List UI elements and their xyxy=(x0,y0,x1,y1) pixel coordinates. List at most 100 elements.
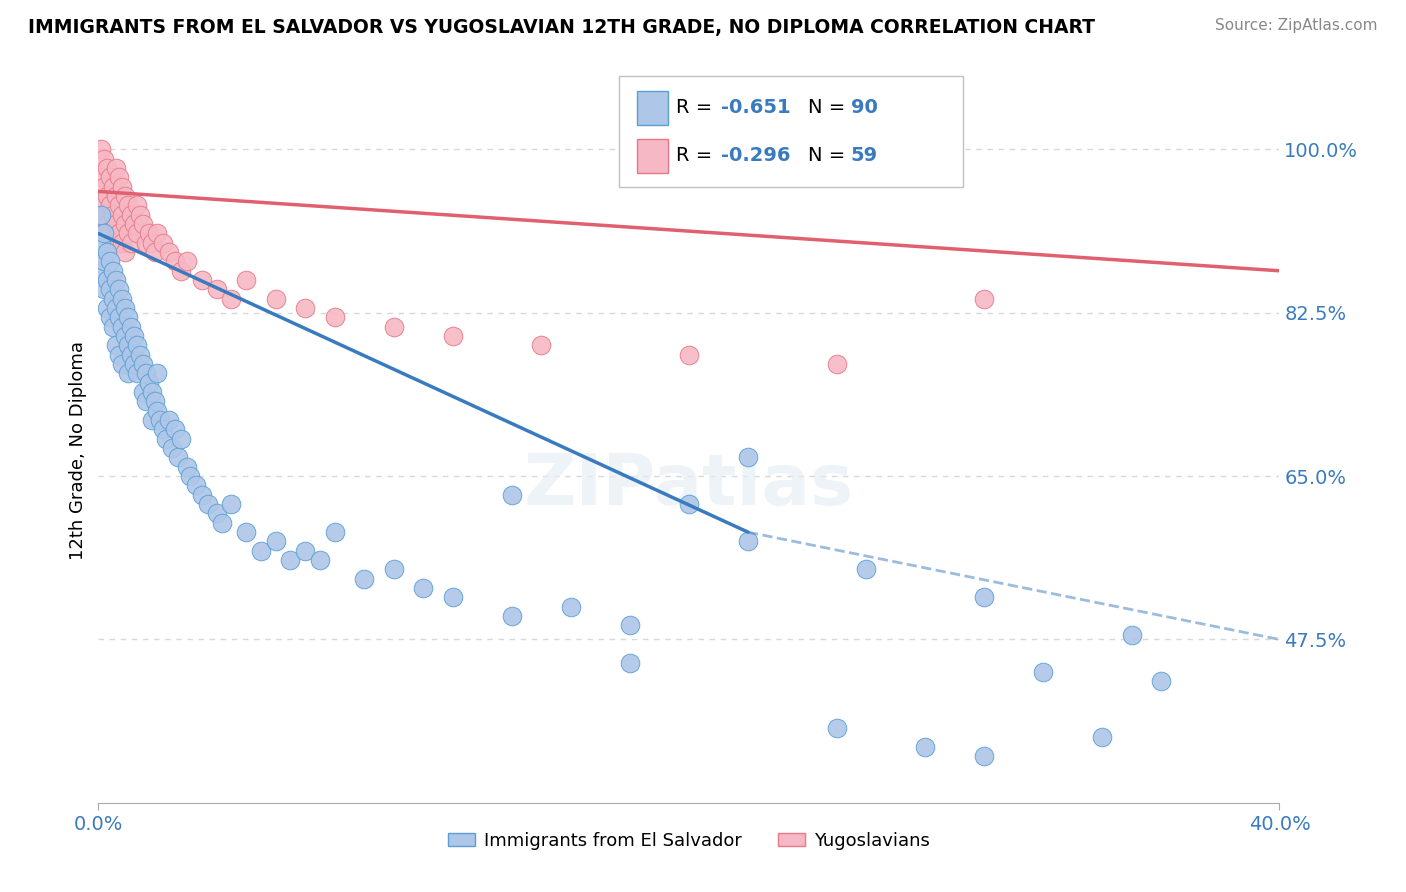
Point xyxy=(825,721,848,735)
Point xyxy=(132,217,155,231)
Point xyxy=(111,208,134,222)
Point xyxy=(117,198,139,212)
Point xyxy=(197,497,219,511)
Point xyxy=(678,497,700,511)
Point xyxy=(152,422,174,436)
Point xyxy=(825,357,848,371)
Point xyxy=(103,264,125,278)
Text: 90: 90 xyxy=(851,98,877,117)
Point xyxy=(1032,665,1054,680)
Point xyxy=(157,413,180,427)
Point xyxy=(108,170,131,185)
Point xyxy=(90,143,112,157)
Text: R =: R = xyxy=(676,98,718,117)
Point xyxy=(90,170,112,185)
Point xyxy=(737,450,759,465)
Point xyxy=(103,235,125,250)
Point xyxy=(103,179,125,194)
Point xyxy=(441,329,464,343)
Point xyxy=(93,208,115,222)
Point xyxy=(264,534,287,549)
Point xyxy=(165,422,187,436)
Point xyxy=(90,264,112,278)
Point xyxy=(120,235,142,250)
Point xyxy=(678,348,700,362)
Point xyxy=(108,283,131,297)
Point xyxy=(105,217,128,231)
Point xyxy=(250,543,273,558)
Point xyxy=(1150,674,1173,689)
Point xyxy=(96,217,118,231)
Point xyxy=(191,488,214,502)
Point xyxy=(441,591,464,605)
Point xyxy=(205,507,228,521)
Point xyxy=(165,254,187,268)
Point xyxy=(191,273,214,287)
Point xyxy=(323,525,346,540)
Point xyxy=(103,208,125,222)
Point xyxy=(117,338,139,352)
Point xyxy=(1121,628,1143,642)
Text: -0.296: -0.296 xyxy=(721,146,790,165)
Point xyxy=(353,572,375,586)
Point xyxy=(111,319,134,334)
Point xyxy=(93,283,115,297)
Point xyxy=(973,292,995,306)
Point xyxy=(176,254,198,268)
Point xyxy=(114,189,136,203)
Point xyxy=(122,217,145,231)
Point xyxy=(973,591,995,605)
Point xyxy=(1091,731,1114,745)
Point xyxy=(120,208,142,222)
Text: IMMIGRANTS FROM EL SALVADOR VS YUGOSLAVIAN 12TH GRADE, NO DIPLOMA CORRELATION CH: IMMIGRANTS FROM EL SALVADOR VS YUGOSLAVI… xyxy=(28,18,1095,37)
Point xyxy=(120,348,142,362)
Point xyxy=(111,179,134,194)
Point xyxy=(93,227,115,241)
Point xyxy=(560,599,582,614)
Point xyxy=(211,516,233,530)
Point xyxy=(93,254,115,268)
Point xyxy=(96,273,118,287)
Point xyxy=(264,292,287,306)
Point xyxy=(96,245,118,260)
Point xyxy=(96,189,118,203)
Point xyxy=(125,338,148,352)
Point xyxy=(221,497,243,511)
Point xyxy=(128,208,150,222)
Point xyxy=(141,413,163,427)
Point xyxy=(111,357,134,371)
Point xyxy=(98,283,121,297)
Point xyxy=(149,413,172,427)
Point xyxy=(530,338,553,352)
Point xyxy=(114,245,136,260)
Point xyxy=(117,310,139,325)
Point xyxy=(973,749,995,764)
Point xyxy=(619,618,641,632)
Point xyxy=(382,319,405,334)
Text: 59: 59 xyxy=(851,146,877,165)
Point xyxy=(167,450,190,465)
Point xyxy=(155,432,177,446)
Point xyxy=(111,292,134,306)
Point xyxy=(205,283,228,297)
Point xyxy=(280,553,302,567)
Point xyxy=(125,367,148,381)
Point xyxy=(235,525,257,540)
Point xyxy=(120,319,142,334)
Point xyxy=(105,273,128,287)
Y-axis label: 12th Grade, No Diploma: 12th Grade, No Diploma xyxy=(69,341,87,560)
Point xyxy=(737,534,759,549)
Point xyxy=(122,329,145,343)
Point xyxy=(138,376,160,390)
Point xyxy=(157,245,180,260)
Point xyxy=(114,301,136,315)
Point xyxy=(98,254,121,268)
Point xyxy=(93,179,115,194)
Point xyxy=(143,245,166,260)
Point xyxy=(125,198,148,212)
Point xyxy=(108,198,131,212)
Point xyxy=(141,385,163,400)
Point xyxy=(98,227,121,241)
Point xyxy=(122,357,145,371)
Point xyxy=(108,227,131,241)
